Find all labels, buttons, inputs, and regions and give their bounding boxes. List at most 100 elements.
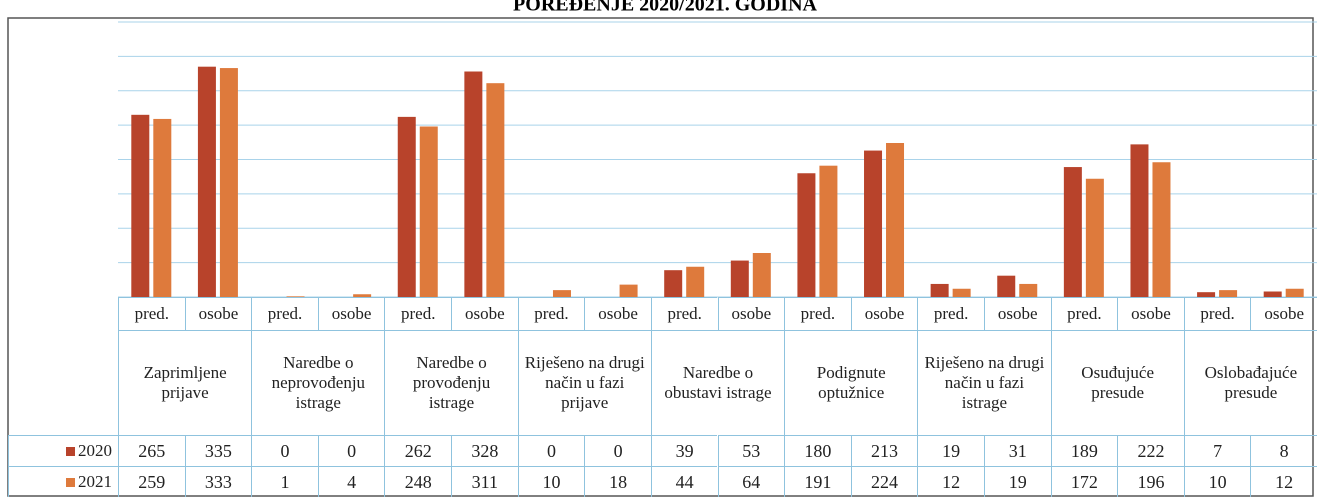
bar [464, 71, 483, 297]
data-value: 10 [517, 466, 585, 497]
bar [686, 266, 705, 297]
sub-category-label: pred. [784, 297, 851, 330]
legend-swatch [66, 446, 75, 456]
data-value: 248 [384, 466, 452, 497]
sub-category-label: pred. [517, 297, 585, 330]
data-value: 262 [384, 435, 452, 466]
bar [1197, 292, 1216, 297]
data-value: 265 [118, 435, 185, 466]
data-value: 335 [184, 435, 252, 466]
sub-category-label: osobe [184, 297, 252, 330]
data-value: 4 [317, 466, 385, 497]
bar [864, 150, 883, 297]
bar [353, 294, 372, 297]
bar [419, 126, 438, 297]
sub-category-label: pred. [650, 297, 718, 330]
bar [1219, 290, 1238, 297]
data-value: 7 [1183, 435, 1251, 466]
data-value: 0 [317, 435, 385, 466]
group-label: Riješeno na drugi način u fazi prijave [517, 330, 651, 435]
data-value: 0 [517, 435, 585, 466]
bar [286, 296, 305, 297]
chart-frame [7, 17, 1314, 497]
data-value: 196 [1117, 466, 1184, 497]
sub-category-label: osobe [1250, 297, 1317, 330]
bar [1263, 291, 1282, 297]
legend-label: 2021 [78, 472, 112, 491]
bar [819, 165, 838, 297]
data-value: 259 [118, 466, 185, 497]
bar [664, 270, 683, 297]
group-label: Naredbe o provođenju istrage [384, 330, 518, 435]
bar [397, 116, 416, 297]
data-value: 19 [917, 435, 984, 466]
data-value: 44 [650, 466, 718, 497]
sub-category-label: osobe [317, 297, 385, 330]
data-value: 0 [584, 435, 651, 466]
data-value: 53 [717, 435, 785, 466]
data-value: 8 [1250, 435, 1317, 466]
sub-category-label: pred. [118, 297, 185, 330]
bar [997, 275, 1016, 297]
bar [197, 66, 216, 297]
sub-category-label: osobe [451, 297, 518, 330]
data-value: 12 [917, 466, 984, 497]
bar [752, 253, 771, 297]
sub-category-label: osobe [850, 297, 918, 330]
bar [1152, 162, 1171, 297]
sub-category-label: pred. [917, 297, 984, 330]
data-value: 224 [850, 466, 918, 497]
sub-category-label: osobe [983, 297, 1051, 330]
legend-swatch [66, 477, 75, 487]
data-value: 328 [451, 435, 518, 466]
bar [1063, 167, 1082, 297]
data-value: 64 [717, 466, 785, 497]
bar [1085, 178, 1104, 297]
data-value: 333 [184, 466, 252, 497]
sub-category-label: osobe [1117, 297, 1184, 330]
data-value: 10 [1183, 466, 1251, 497]
sub-category-label: pred. [251, 297, 318, 330]
chart-title: POREĐENJE 2020/2021. GODINA [513, 0, 817, 16]
data-value: 189 [1050, 435, 1118, 466]
data-value: 18 [584, 466, 651, 497]
group-label: Zaprimljene prijave [118, 330, 252, 435]
bar [552, 290, 571, 297]
group-label: Naredbe o neprovođenju istrage [251, 330, 385, 435]
bar [1130, 144, 1149, 297]
data-value: 0 [251, 435, 318, 466]
sub-category-label: pred. [1050, 297, 1118, 330]
legend-label: 2020 [78, 441, 112, 460]
sub-category-label: osobe [717, 297, 785, 330]
bar [886, 143, 905, 297]
group-label: Oslobađajuće presude [1183, 330, 1317, 435]
bar [1019, 283, 1038, 297]
data-value: 222 [1117, 435, 1184, 466]
bar [730, 260, 749, 297]
data-value: 31 [983, 435, 1051, 466]
legend-entry: 2021 [8, 466, 118, 497]
group-label: Riješeno na drugi način u fazi istrage [917, 330, 1051, 435]
data-value: 311 [451, 466, 518, 497]
bar [219, 68, 238, 297]
data-value: 1 [251, 466, 318, 497]
data-value: 39 [650, 435, 718, 466]
data-value: 19 [983, 466, 1051, 497]
bar [1285, 288, 1304, 297]
group-label: Podignute optužnice [784, 330, 918, 435]
bar [131, 114, 150, 297]
sub-category-label: pred. [384, 297, 452, 330]
data-value: 191 [784, 466, 851, 497]
sub-category-label: osobe [584, 297, 651, 330]
group-label: Osuđujuće presude [1050, 330, 1184, 435]
data-value: 180 [784, 435, 851, 466]
data-value: 213 [850, 435, 918, 466]
bar [153, 118, 172, 297]
data-value: 12 [1250, 466, 1317, 497]
sub-category-label: pred. [1183, 297, 1251, 330]
bar [952, 288, 971, 297]
bar [486, 83, 505, 297]
bar [619, 284, 638, 297]
bar [797, 173, 816, 297]
